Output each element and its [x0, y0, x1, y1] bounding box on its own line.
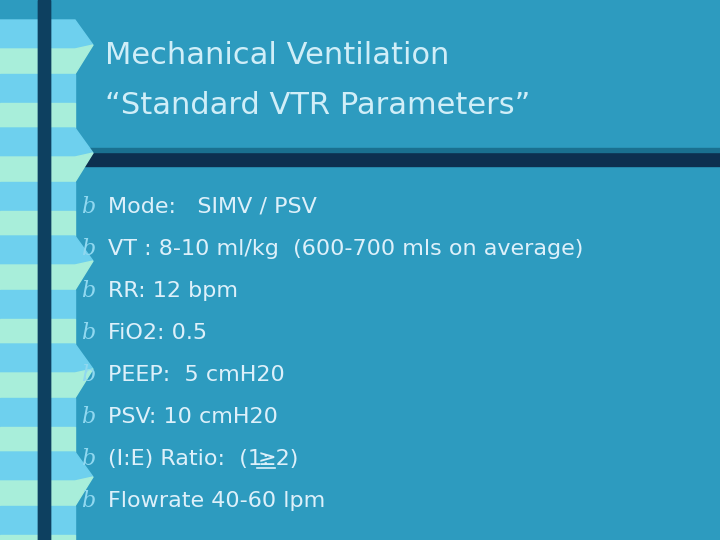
Text: Mechanical Ventilation: Mechanical Ventilation [105, 40, 449, 70]
Text: PEEP:  5 cmH20: PEEP: 5 cmH20 [108, 365, 284, 385]
Text: b: b [81, 448, 95, 470]
Polygon shape [0, 182, 75, 211]
Polygon shape [0, 211, 75, 236]
Text: FiO2: 0.5: FiO2: 0.5 [108, 323, 207, 343]
Polygon shape [0, 20, 93, 49]
Text: b: b [81, 196, 95, 218]
Text: VT : 8-10 ml/kg  (600-700 mls on average): VT : 8-10 ml/kg (600-700 mls on average) [108, 239, 583, 259]
Bar [38, 0, 50, 540]
Text: PSV: 10 cmH20: PSV: 10 cmH20 [108, 407, 278, 427]
Text: RR: 12 bpm: RR: 12 bpm [108, 281, 238, 301]
Text: b: b [81, 364, 95, 386]
Polygon shape [0, 506, 75, 535]
Polygon shape [0, 45, 93, 74]
Text: b: b [81, 322, 95, 344]
Polygon shape [0, 535, 75, 540]
Bar [0, 148, 720, 152]
Polygon shape [0, 290, 75, 319]
Text: b: b [81, 280, 95, 302]
Polygon shape [0, 477, 93, 506]
Polygon shape [0, 398, 75, 427]
Polygon shape [0, 261, 93, 290]
Polygon shape [0, 369, 93, 398]
Polygon shape [0, 128, 93, 157]
Text: ≥2): ≥2) [258, 449, 299, 469]
Text: b: b [81, 406, 95, 428]
Text: b: b [81, 238, 95, 260]
Polygon shape [0, 153, 93, 182]
Bar [38, 0, 50, 540]
Polygon shape [0, 74, 75, 103]
Polygon shape [0, 427, 75, 452]
Text: “Standard VTR Parameters”: “Standard VTR Parameters” [105, 91, 531, 119]
Polygon shape [0, 103, 75, 128]
Polygon shape [0, 319, 75, 344]
Text: Mode:   SIMV / PSV: Mode: SIMV / PSV [108, 197, 317, 217]
Text: b: b [81, 490, 95, 512]
Text: (I:E) Ratio:  (1:: (I:E) Ratio: (1: [108, 449, 276, 469]
Polygon shape [0, 236, 93, 265]
Text: Flowrate 40-60 lpm: Flowrate 40-60 lpm [108, 491, 325, 511]
Polygon shape [0, 344, 93, 373]
Bar [0, 152, 720, 166]
Polygon shape [0, 452, 93, 481]
